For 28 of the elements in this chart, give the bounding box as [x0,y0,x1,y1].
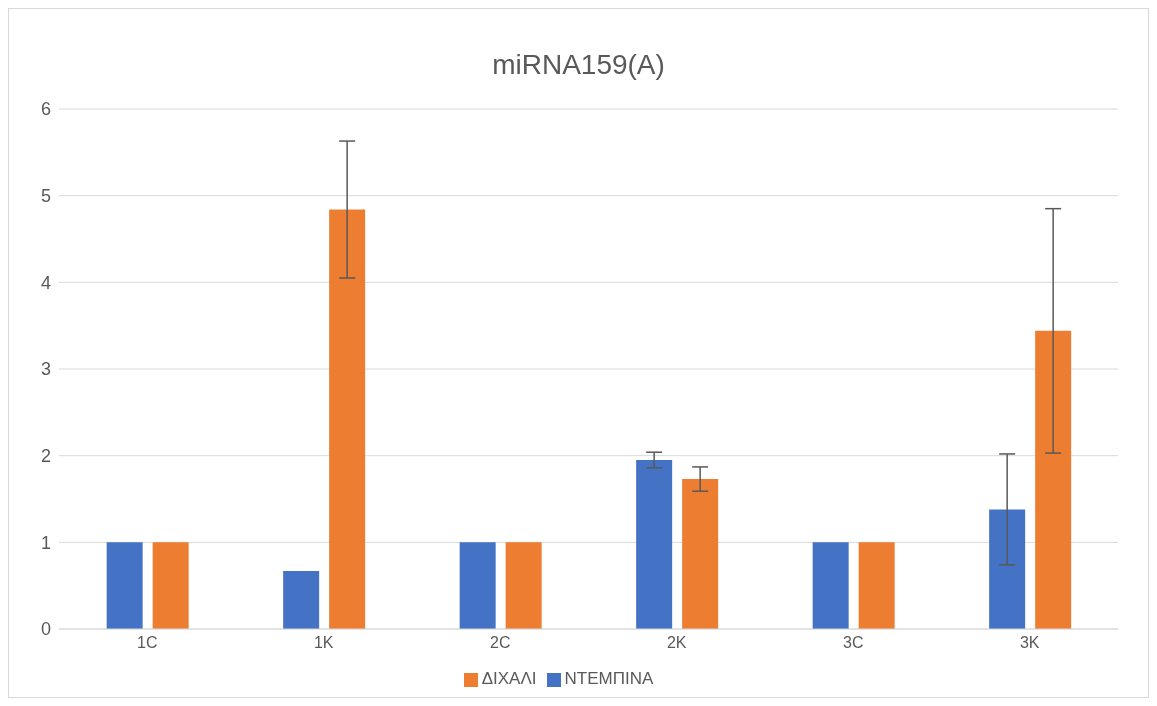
y-tick-label: 1 [40,532,51,553]
bar [1035,330,1072,629]
y-tick-label: 6 [40,99,51,120]
x-tick-label: 2K [666,634,687,652]
y-tick-label: 0 [40,619,51,640]
bar [812,542,849,629]
bar [283,570,320,629]
legend-label: ΝΤΕΜΠΙΝΑ [564,669,654,688]
bar [459,542,496,629]
x-tick-label: 1K [313,634,334,652]
bar [106,542,143,629]
x-tick-label: 3C [843,634,864,652]
x-tick-label: 1C [137,634,158,652]
y-tick-label: 3 [40,359,51,380]
x-tick-label: 2C [490,634,511,652]
bar [505,542,542,629]
bar [329,209,366,629]
bar [682,479,719,629]
bar [858,542,895,629]
legend-label: ΔΙΧΑΛΙ [481,669,537,688]
bar [636,460,673,629]
chart-title: miRNA159(A) [491,48,666,82]
bar [152,542,189,629]
y-tick-label: 4 [40,272,51,293]
y-tick-label: 2 [40,446,51,467]
y-tick-label: 5 [40,186,51,207]
bar [989,509,1026,629]
x-tick-label: 3K [1019,634,1040,652]
